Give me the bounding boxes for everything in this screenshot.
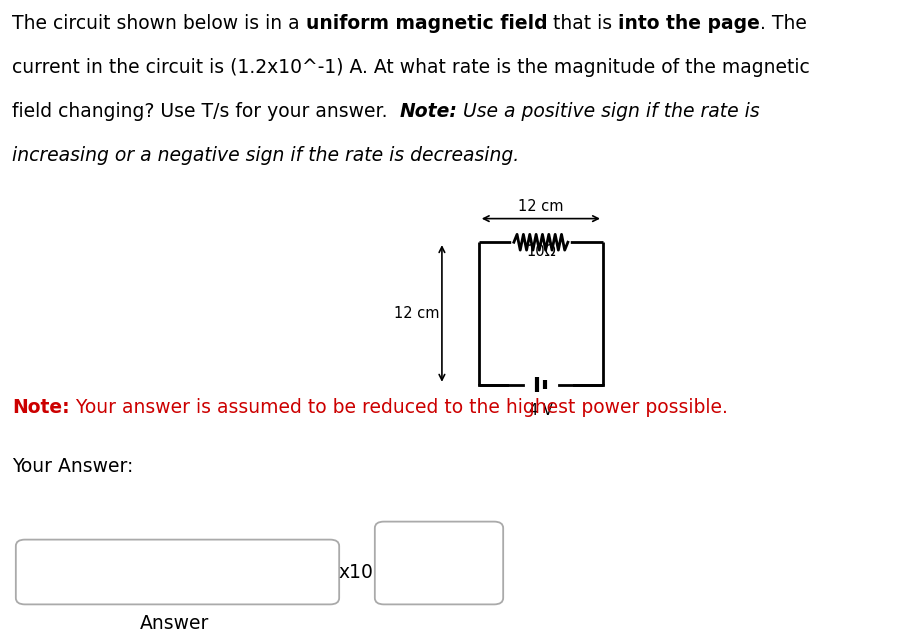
Text: increasing or a negative sign if the rate is decreasing.: increasing or a negative sign if the rat… [12, 146, 519, 165]
Text: uniform magnetic field: uniform magnetic field [305, 14, 547, 33]
Text: Your answer is assumed to be reduced to the highest power possible.: Your answer is assumed to be reduced to … [70, 398, 727, 417]
Text: current in the circuit is (1.2x10^-1) A. At what rate is the magnitude of the ma: current in the circuit is (1.2x10^-1) A.… [12, 58, 810, 77]
Text: x10: x10 [338, 562, 373, 581]
Text: Answer: Answer [140, 614, 210, 633]
Text: 4 V: 4 V [529, 403, 553, 419]
Text: . The: . The [760, 14, 807, 33]
Text: Use a positive sign if the rate is: Use a positive sign if the rate is [458, 102, 760, 121]
Text: that is: that is [547, 14, 618, 33]
Text: The circuit shown below is in a: The circuit shown below is in a [12, 14, 305, 33]
Text: 12 cm: 12 cm [393, 306, 439, 321]
Text: Note:: Note: [12, 398, 70, 417]
Text: Note:: Note: [400, 102, 458, 121]
Text: field changing? Use T/s for your answer.: field changing? Use T/s for your answer. [12, 102, 400, 121]
Text: 12 cm: 12 cm [518, 199, 564, 213]
Text: Your Answer:: Your Answer: [12, 457, 133, 476]
Text: 10Ω: 10Ω [526, 243, 556, 259]
Text: into the page: into the page [618, 14, 760, 33]
